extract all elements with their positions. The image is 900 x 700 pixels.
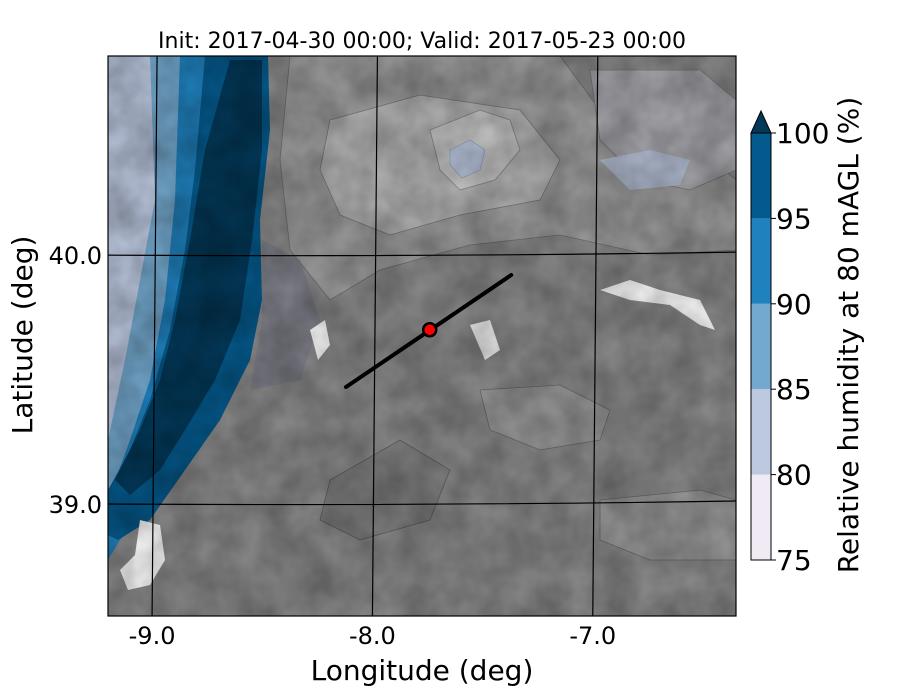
colorbar-segment [751,133,771,219]
x-tick-label: -8.0 [349,622,396,650]
meridian-line [592,56,599,616]
y-axis-label: Latitude (deg) [6,236,39,435]
y-tick-label: 39.0 [49,491,102,519]
x-tick-label: -7.0 [569,622,616,650]
colorbar-segment [751,389,771,475]
colorbar-segment [751,474,771,560]
colorbar-tick-label: 85 [776,373,812,406]
x-axis-label: Longitude (deg) [311,654,534,687]
colorbar-frame [750,132,772,561]
colorbar-tick-label: 75 [776,544,812,577]
colorbar: 75 80 85 90 95 100 [750,109,829,577]
meridian-line [371,56,379,616]
colorbar-extend-arrow [750,109,772,134]
chart-title: Init: 2017-04-30 00:00; Valid: 2017-05-2… [158,29,686,54]
colorbar-segment [751,303,771,390]
x-axis-ticks: -9.0 -8.0 -7.0 [129,622,617,650]
map-gridlines [108,56,736,616]
colorbar-tick-label: 100 [776,117,829,150]
x-tick-label: -9.0 [129,622,176,650]
colorbar-label: Relative humidity at 80 mAGL (%) [832,97,865,574]
plot-area [108,56,736,616]
colorbar-segment [751,218,771,304]
colorbar-tick-label: 90 [776,288,812,321]
colorbar-tick-label: 80 [776,459,812,492]
y-axis-ticks: 40.0 39.0 [49,242,102,519]
colorbar-tick-label: 95 [776,202,812,235]
y-tick-label: 40.0 [49,242,102,270]
parallel-line [108,251,736,257]
parallel-line [108,500,736,506]
plot-frame [107,55,737,617]
location-marker [421,322,438,338]
meridian-line [151,56,158,616]
